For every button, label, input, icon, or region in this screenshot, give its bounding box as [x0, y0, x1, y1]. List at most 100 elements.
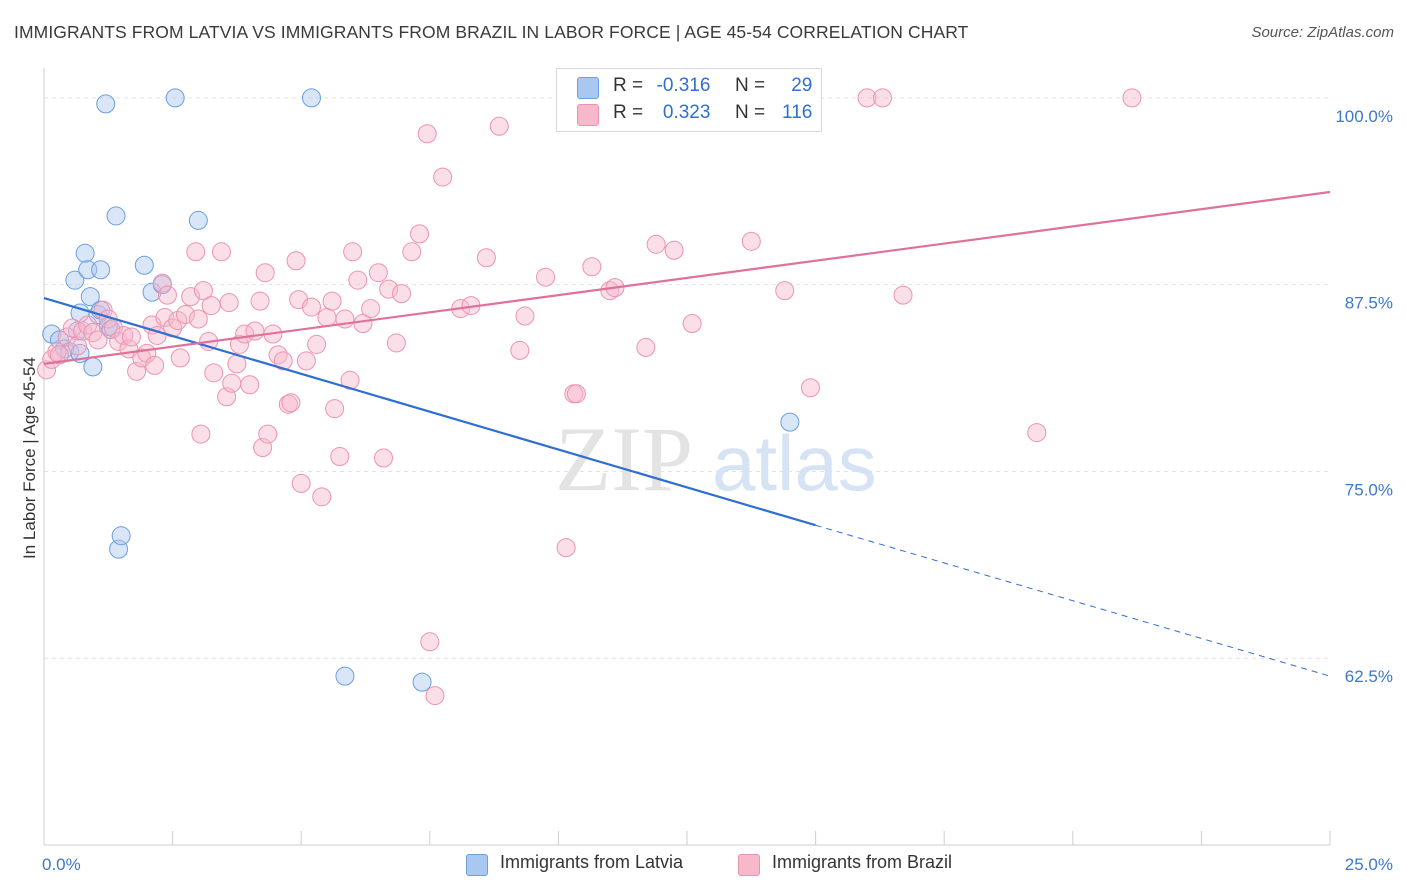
data-point	[425, 686, 445, 706]
data-point	[106, 206, 126, 226]
data-point	[268, 345, 288, 365]
data-point	[780, 412, 800, 432]
legend-swatch-latvia	[577, 77, 599, 99]
series-brazil-points	[37, 88, 1142, 706]
data-point	[75, 243, 95, 263]
data-point	[1122, 88, 1142, 108]
data-point	[312, 487, 332, 507]
data-point	[193, 281, 213, 301]
data-point	[510, 340, 530, 360]
data-point	[379, 279, 399, 299]
source-label: Source: ZipAtlas.com	[1251, 24, 1394, 41]
r-value-brazil: 0.323	[662, 102, 711, 123]
trend-line-latvia	[43, 297, 816, 527]
stats-legend: R = -0.316 N = 29 R = 0.323 N = 116	[556, 68, 822, 132]
data-point	[582, 257, 602, 277]
data-point	[682, 314, 702, 334]
series-legend: Immigrants from Latvia Immigrants from B…	[0, 852, 1406, 878]
data-point	[433, 167, 453, 187]
data-point	[255, 263, 275, 283]
data-points	[37, 88, 1142, 706]
data-point	[73, 321, 93, 341]
data-point	[307, 334, 327, 354]
data-point	[476, 248, 496, 268]
data-point	[291, 473, 311, 493]
data-point	[181, 287, 201, 307]
data-point	[489, 116, 509, 136]
data-point	[37, 360, 57, 380]
data-point	[412, 672, 432, 692]
data-point	[348, 270, 368, 290]
data-point	[211, 242, 231, 262]
data-point	[134, 255, 154, 275]
data-point	[286, 251, 306, 271]
data-point	[47, 342, 67, 362]
data-point	[165, 88, 185, 108]
data-point	[536, 267, 556, 287]
data-point	[152, 273, 172, 293]
data-point	[222, 373, 242, 393]
series-latvia-points	[42, 88, 800, 692]
data-point	[175, 305, 195, 325]
data-point	[49, 345, 69, 365]
data-point	[229, 334, 249, 354]
data-point	[515, 306, 535, 326]
y-axis-label: In Labor Force | Age 45-54	[20, 357, 39, 559]
data-point	[65, 270, 85, 290]
data-point	[111, 526, 131, 546]
y-tick-label: 62.5%	[1345, 667, 1393, 686]
data-point	[168, 311, 188, 331]
data-point	[1027, 423, 1047, 443]
trend-line-brazil	[43, 190, 1331, 365]
legend-swatch-brazil	[738, 854, 760, 876]
data-point	[201, 296, 221, 316]
data-point	[157, 285, 177, 305]
n-label: N =	[734, 75, 766, 96]
data-point	[322, 291, 342, 311]
data-point	[240, 375, 260, 395]
r-label: R =	[613, 102, 644, 123]
data-point	[872, 88, 892, 108]
y-tick-label: 87.5%	[1345, 294, 1393, 313]
data-point	[417, 124, 437, 144]
data-point	[273, 351, 293, 371]
x-tick-label: 0.0%	[42, 855, 81, 874]
data-point	[250, 291, 270, 311]
data-point	[600, 281, 620, 301]
axes	[43, 68, 1331, 846]
data-point	[186, 242, 206, 262]
data-point	[55, 339, 75, 359]
data-point	[402, 242, 422, 262]
data-point	[91, 260, 111, 280]
data-point	[636, 337, 656, 357]
data-point	[219, 293, 239, 313]
data-point	[188, 210, 208, 230]
trend-lines	[43, 190, 1331, 677]
data-point	[325, 399, 345, 419]
r-value-latvia: -0.316	[656, 75, 711, 96]
data-point	[361, 299, 381, 319]
n-value-latvia: 29	[791, 75, 813, 96]
y-tick-label: 75.0%	[1345, 480, 1393, 499]
data-point	[566, 384, 586, 404]
watermark: ZIP atlas	[555, 408, 877, 510]
data-point	[170, 348, 190, 368]
data-point	[420, 632, 440, 652]
data-point	[330, 447, 350, 466]
data-point	[155, 308, 175, 328]
data-point	[741, 231, 761, 251]
data-point	[83, 357, 103, 377]
data-point	[296, 351, 316, 371]
data-point	[80, 287, 100, 307]
n-value-brazil: 116	[782, 102, 813, 123]
data-point	[775, 281, 795, 301]
tick-labels: 62.5% 75.0% 87.5% 100.0% 0.0% 25.0%	[42, 107, 1393, 874]
data-point	[410, 224, 430, 244]
data-point	[646, 234, 666, 254]
data-point	[109, 331, 129, 351]
data-point	[556, 538, 576, 558]
data-point	[392, 284, 412, 304]
data-point	[857, 88, 877, 108]
data-point	[42, 324, 62, 344]
